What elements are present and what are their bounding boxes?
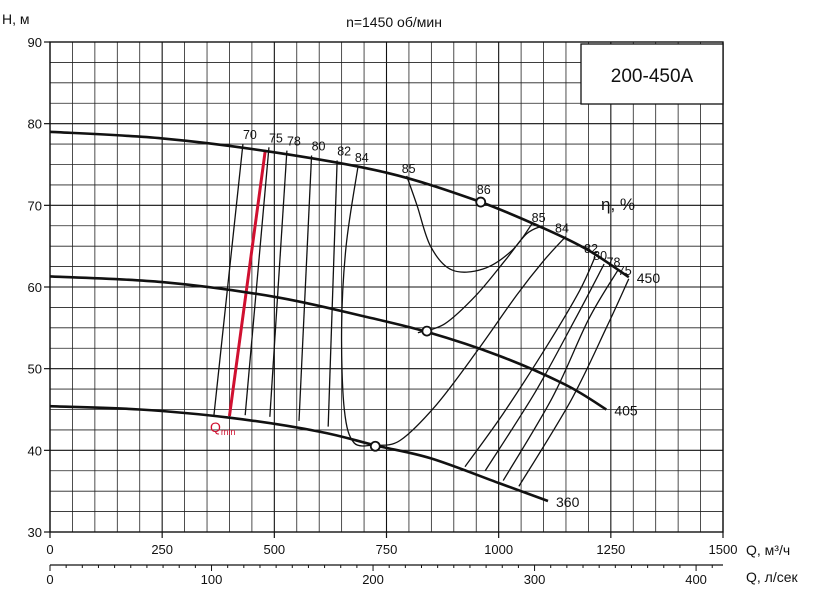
y-tick-label: 90 xyxy=(28,35,42,50)
x2-tick-label: 0 xyxy=(46,572,53,587)
x-tick-label: 1500 xyxy=(709,542,738,557)
efficiency-label-85: 85 xyxy=(402,162,416,176)
efficiency-line-84-left xyxy=(340,167,377,447)
head-curve-450 xyxy=(49,130,630,279)
efficiency-label-70: 70 xyxy=(243,128,257,142)
efficiency-label-right-80: 80 xyxy=(593,249,607,263)
efficiency-line-75 xyxy=(244,147,270,416)
y-tick-label: 70 xyxy=(28,198,42,213)
efficiency-line-right-85 xyxy=(417,225,543,334)
y-tick-label: 60 xyxy=(28,280,42,295)
x-tick-label: 1000 xyxy=(484,542,513,557)
efficiency-label-84: 84 xyxy=(355,151,369,165)
best-efficiency-point xyxy=(369,440,381,452)
efficiency-label-80: 80 xyxy=(312,140,326,154)
efficiency-label-right-84: 84 xyxy=(555,221,569,235)
chart-title: n=1450 об/мин xyxy=(346,14,442,30)
efficiency-line-70 xyxy=(213,144,244,417)
x2-tick-label: 200 xyxy=(362,572,384,587)
x2-tick-label: 400 xyxy=(685,572,707,587)
efficiency-label-right-75: 75 xyxy=(618,264,632,278)
y-tick-label: 50 xyxy=(28,362,42,377)
efficiency-line-78 xyxy=(269,150,288,417)
head-curve-360 xyxy=(49,404,549,503)
efficiency-line-right-78 xyxy=(502,270,619,481)
model-box xyxy=(580,43,724,105)
x-tick-label: 0 xyxy=(46,542,53,557)
qmin-label-sub: min xyxy=(221,427,236,437)
efficiency-curves xyxy=(213,144,630,487)
x-axis-label: Q, м³/ч xyxy=(746,542,790,558)
efficiency-line-right-75 xyxy=(518,278,630,487)
efficiency-line-85-loop xyxy=(406,175,533,273)
best-efficiency-point xyxy=(421,325,433,337)
best-efficiency-label: 86 xyxy=(477,183,491,197)
head-curve-405 xyxy=(49,275,607,411)
efficiency-label: η, % xyxy=(601,195,635,214)
series-label-360: 360 xyxy=(556,494,580,510)
efficiency-label-78: 78 xyxy=(287,135,301,149)
head-curves xyxy=(49,130,630,503)
efficiency-line-right-80 xyxy=(484,263,605,472)
y-axis-label: H, м xyxy=(2,11,30,27)
efficiency-label-right-78: 78 xyxy=(607,256,621,270)
x2-tick-label: 100 xyxy=(201,572,223,587)
efficiency-label-82: 82 xyxy=(337,144,351,158)
efficiency-label-75: 75 xyxy=(269,131,283,145)
qmin-line xyxy=(227,149,267,417)
x-tick-label: 250 xyxy=(151,542,173,557)
best-efficiency-point xyxy=(475,196,487,208)
efficiency-label-right-85: 85 xyxy=(532,211,546,225)
grid xyxy=(49,41,724,533)
y-tick-label: 40 xyxy=(28,443,42,458)
efficiency-label-right-82: 82 xyxy=(584,242,598,256)
model-label: 200-450А xyxy=(611,66,694,87)
x2-tick-label: 300 xyxy=(524,572,546,587)
efficiency-line-82 xyxy=(327,160,338,427)
series-label-405: 405 xyxy=(614,403,638,419)
efficiency-line-right-82 xyxy=(464,256,596,468)
efficiency-line-right-84 xyxy=(376,235,567,447)
x-tick-label: 750 xyxy=(376,542,398,557)
y-tick-label: 30 xyxy=(28,525,42,540)
series-label-450: 450 xyxy=(637,270,661,286)
qmin-label: Qmin xyxy=(210,419,235,437)
efficiency-line-80 xyxy=(298,155,313,421)
axis-ticks: 0 250 500 750 1000 1250 1500 30 40 50 60 70 80 90 0 100… xyxy=(28,35,738,587)
x2-axis-label: Q, л/сек xyxy=(746,569,799,585)
x-tick-label: 500 xyxy=(263,542,285,557)
y-tick-label: 80 xyxy=(28,117,42,132)
x-tick-label: 1250 xyxy=(596,542,625,557)
qmin-label-main: Q xyxy=(210,419,221,435)
